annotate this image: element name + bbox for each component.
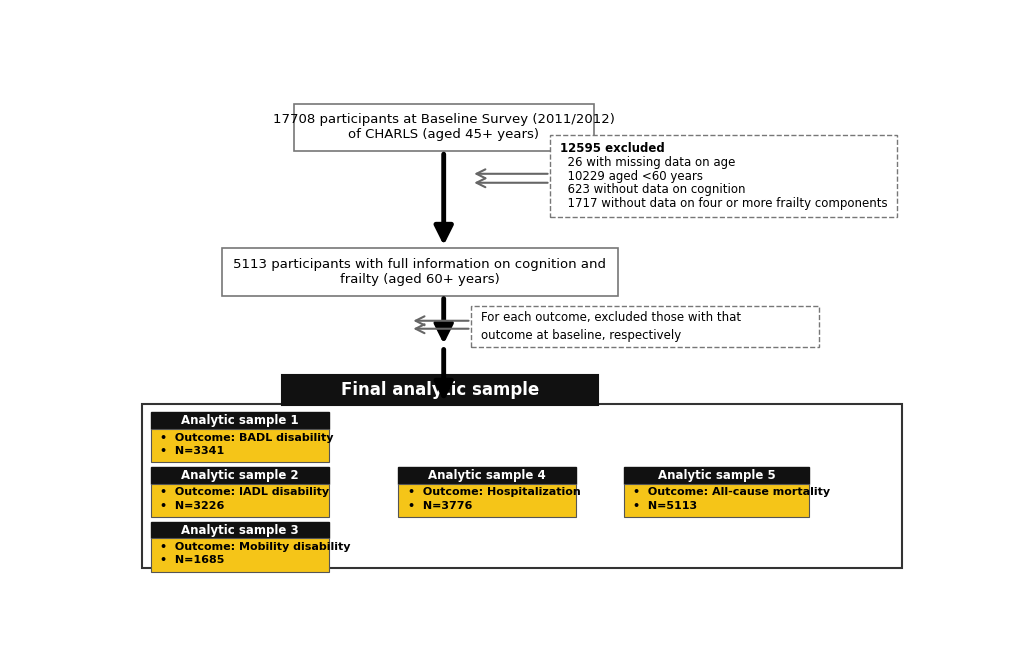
Text: For each outcome, excluded those with that: For each outcome, excluded those with th… (480, 311, 740, 324)
Text: 26 with missing data on age: 26 with missing data on age (559, 156, 735, 169)
FancyBboxPatch shape (281, 375, 597, 405)
Text: 17708 participants at Baseline Survey (2011/2012)
of CHARLS (aged 45+ years): 17708 participants at Baseline Survey (2… (272, 113, 614, 142)
Text: outcome at baseline, respectively: outcome at baseline, respectively (480, 329, 681, 342)
Text: 12595 excluded: 12595 excluded (559, 142, 664, 155)
FancyBboxPatch shape (471, 306, 818, 347)
FancyBboxPatch shape (151, 429, 328, 462)
FancyBboxPatch shape (142, 404, 902, 568)
Text: •  Outcome: IADL disability: • Outcome: IADL disability (160, 487, 329, 498)
FancyBboxPatch shape (623, 467, 808, 484)
Text: •  N=3226: • N=3226 (160, 501, 224, 510)
FancyBboxPatch shape (151, 467, 328, 484)
Text: •  Outcome: All-cause mortality: • Outcome: All-cause mortality (633, 487, 829, 498)
Text: •  N=3341: • N=3341 (160, 446, 224, 456)
Text: Analytic sample 5: Analytic sample 5 (657, 469, 774, 482)
FancyBboxPatch shape (550, 135, 896, 217)
Text: 1717 without data on four or more frailty components: 1717 without data on four or more frailt… (559, 197, 887, 210)
Text: •  N=5113: • N=5113 (633, 501, 696, 510)
Text: •  N=3776: • N=3776 (408, 501, 472, 510)
Text: Final analytic sample: Final analytic sample (340, 381, 538, 399)
FancyBboxPatch shape (151, 538, 328, 572)
Text: •  N=1685: • N=1685 (160, 556, 224, 565)
Text: •  Outcome: Hospitalization: • Outcome: Hospitalization (408, 487, 580, 498)
FancyBboxPatch shape (151, 412, 328, 429)
Text: Analytic sample 3: Analytic sample 3 (180, 523, 299, 537)
Text: •  Outcome: Mobility disability: • Outcome: Mobility disability (160, 542, 351, 552)
FancyBboxPatch shape (151, 522, 328, 538)
FancyBboxPatch shape (293, 104, 593, 151)
Text: 5113 participants with full information on cognition and
frailty (aged 60+ years: 5113 participants with full information … (233, 258, 606, 286)
Text: Analytic sample 2: Analytic sample 2 (180, 469, 299, 482)
Text: 623 without data on cognition: 623 without data on cognition (559, 183, 745, 197)
FancyBboxPatch shape (222, 248, 618, 296)
FancyBboxPatch shape (397, 484, 576, 517)
Text: 10229 aged <60 years: 10229 aged <60 years (559, 170, 702, 182)
Text: •  Outcome: BADL disability: • Outcome: BADL disability (160, 433, 333, 443)
FancyBboxPatch shape (623, 484, 808, 517)
Text: Analytic sample 1: Analytic sample 1 (180, 414, 299, 427)
FancyBboxPatch shape (151, 484, 328, 517)
Text: Analytic sample 4: Analytic sample 4 (428, 469, 545, 482)
FancyBboxPatch shape (397, 467, 576, 484)
